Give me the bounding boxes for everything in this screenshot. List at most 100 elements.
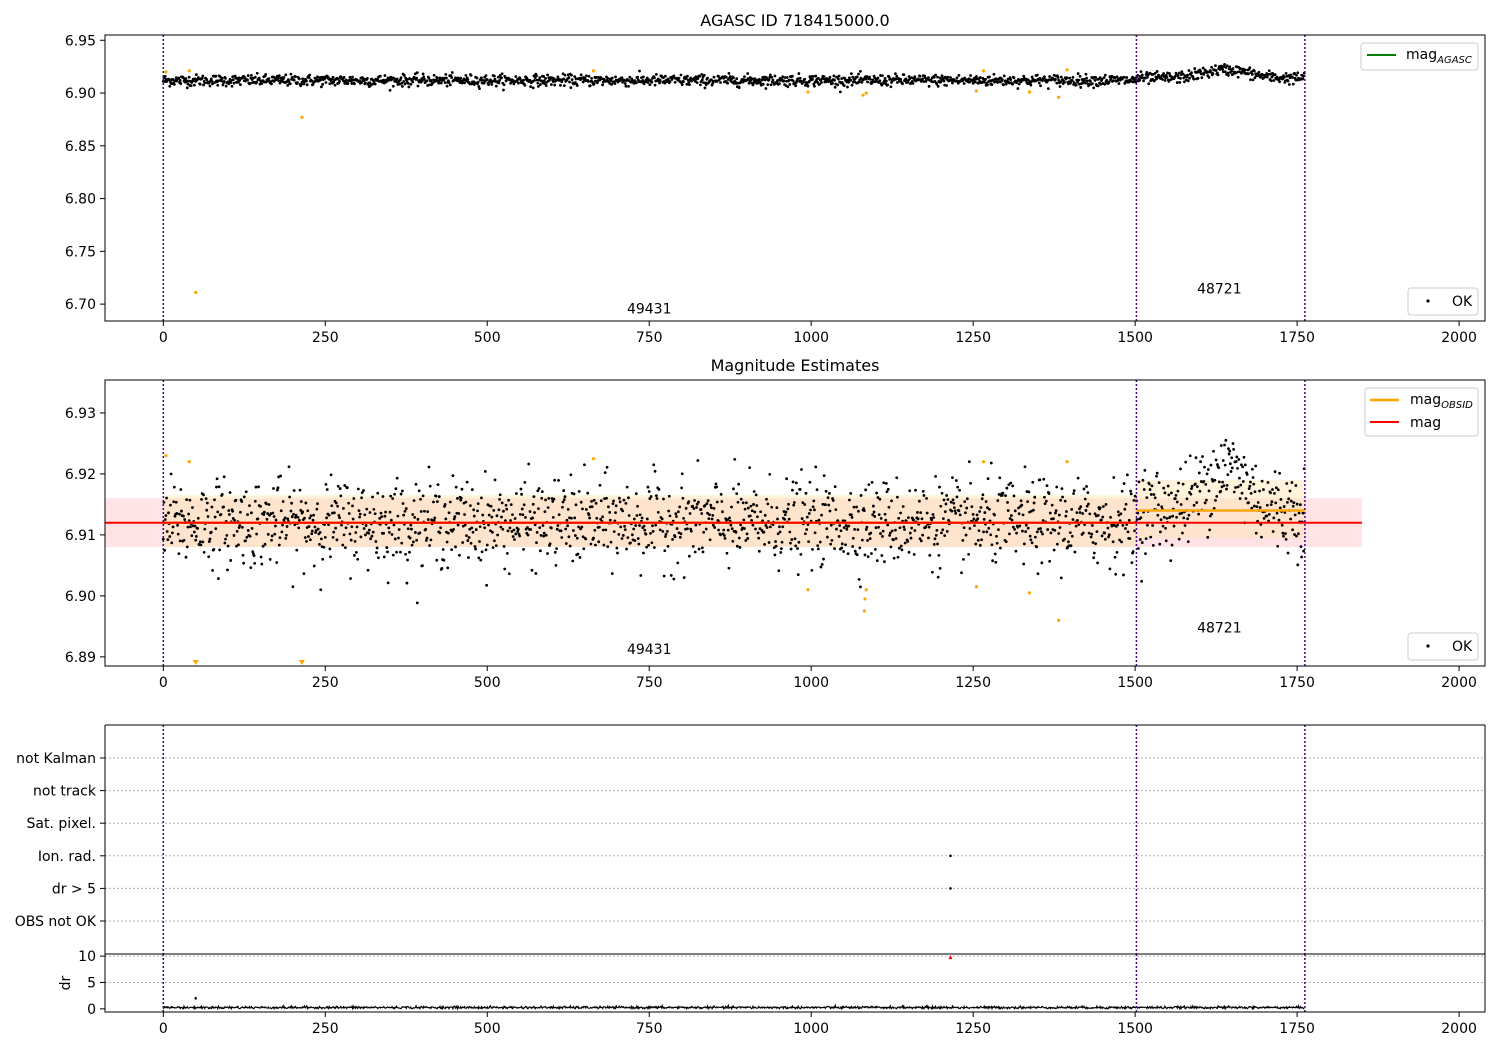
magnitude-ok-point (358, 515, 362, 519)
magnitude-ok-point (427, 465, 431, 469)
magnitude-ok-point (531, 516, 535, 520)
magnitude-ok-point (499, 525, 503, 529)
magnitude-ok-point (464, 500, 468, 504)
magnitude-ok-point (1164, 539, 1168, 543)
agasc-ok-point (422, 75, 426, 79)
agasc-ok-point (1251, 73, 1254, 76)
magnitude-ok-point (930, 570, 934, 574)
agasc-ok-point (785, 76, 789, 79)
magnitude-ok-point (987, 526, 991, 530)
magnitude-ok-point (1282, 534, 1285, 538)
magnitude-ok-point (383, 514, 387, 518)
magnitude-ok-point (1112, 476, 1116, 479)
magnitude-ok-point (1055, 485, 1059, 489)
magnitude-ok-point (454, 485, 458, 489)
agasc-ok-point (167, 78, 171, 81)
agasc-ok-point (831, 81, 834, 85)
magnitude-ok-point (919, 539, 923, 543)
magnitude-ok-point (974, 542, 978, 546)
agasc-ok-point (1223, 70, 1227, 74)
magnitude-ok-point (290, 501, 293, 505)
magnitude-ok-point (1181, 531, 1184, 535)
agasc-ok-point (364, 81, 367, 85)
agasc-ok-point (445, 76, 448, 80)
magnitude-ok-point (896, 555, 900, 559)
agasc-ok-point (1081, 81, 1085, 85)
magnitude-rejected-point (591, 457, 596, 461)
magnitude-ok-point (998, 546, 1002, 550)
magnitude-ok-point (467, 556, 470, 559)
magnitude-ok-point (1189, 492, 1193, 496)
magnitude-ok-point (412, 499, 416, 503)
magnitude-ok-point (1230, 456, 1234, 460)
agasc-ok-point (214, 74, 218, 78)
magnitude-ok-point (180, 509, 183, 513)
magnitude-ok-point (733, 457, 737, 461)
magnitude-ok-point (505, 552, 509, 555)
magnitude-ok-point (277, 543, 281, 547)
magnitude-ok-point (1244, 497, 1248, 500)
magnitude-ok-point (1084, 509, 1088, 512)
magnitude-ok-point (950, 509, 954, 513)
agasc-ok-point (976, 81, 980, 85)
agasc-ok-point (987, 75, 991, 79)
magnitude-ok-point (207, 555, 211, 559)
magnitude-ok-point (1041, 519, 1045, 522)
magnitude-ok-point (729, 523, 733, 527)
magnitude-ok-point (1126, 530, 1130, 534)
agasc-x-tick: 1000 (793, 330, 829, 346)
agasc-ok-point (294, 75, 297, 79)
dr-x-tick: 750 (636, 1021, 663, 1037)
agasc-ok-point (685, 82, 689, 86)
magnitude-ok-point (388, 531, 391, 534)
magnitude-ok-point (827, 503, 831, 507)
agasc-ok-point (653, 83, 657, 87)
magnitude-ok-point (979, 506, 983, 509)
agasc-ok-point (1181, 72, 1185, 76)
agasc-ok-point (407, 85, 411, 89)
magnitude-ok-point (532, 495, 536, 499)
magnitude-ok-point (864, 528, 868, 531)
magnitude-ok-point (766, 502, 770, 506)
agasc-ok-point (260, 82, 264, 85)
magnitude-ok-point (1167, 493, 1171, 497)
flag-label-ion-rad: Ion. rad. (38, 849, 96, 865)
magnitude-ok-point (819, 565, 823, 569)
magnitude-ok-point (581, 535, 585, 539)
magnitude-ok-point (723, 536, 727, 540)
magnitude-ok-point (618, 496, 621, 500)
agasc-ok-point (270, 82, 273, 86)
magnitude-ok-point (853, 527, 857, 531)
magnitude-ok-point (610, 572, 614, 575)
magnitude-ok-point (754, 527, 757, 531)
magnitude-ok-point (1273, 491, 1276, 495)
magnitude-ok-point (437, 495, 441, 498)
agasc-ok-point (673, 80, 677, 84)
dr-x-tick: 250 (312, 1021, 339, 1037)
magnitude-ok-point (825, 527, 829, 530)
magnitude-ok-point (944, 502, 948, 506)
magnitude-ok-point (645, 545, 649, 549)
magnitude-ok-point (883, 560, 886, 564)
magnitude-ok-point (871, 513, 875, 517)
magnitude-ok-point (599, 517, 603, 521)
magnitude-ok-point (342, 507, 345, 510)
magnitude-ok-point (428, 484, 432, 488)
magnitude-ok-point (452, 517, 456, 521)
magnitude-ok-point (818, 540, 822, 544)
agasc-rejected-points (164, 68, 1069, 295)
agasc-ok-point (276, 76, 280, 80)
agasc-ok-point (677, 77, 681, 80)
magnitude-ok-point (906, 539, 910, 543)
agasc-ok-point (732, 76, 735, 80)
magnitude-ok-point (401, 502, 405, 505)
agasc-ok-point (780, 77, 784, 81)
magnitude-ok-point (1278, 506, 1282, 510)
agasc-ok-point (1201, 66, 1205, 70)
agasc-ok-point (1210, 65, 1213, 69)
agasc-ok-point (1085, 76, 1088, 80)
magnitude-ok-point (270, 538, 273, 542)
magnitude-ok-point (961, 539, 965, 542)
flag-label-dr-gt-5: dr > 5 (52, 881, 96, 897)
magnitude-ok-point (246, 513, 249, 516)
